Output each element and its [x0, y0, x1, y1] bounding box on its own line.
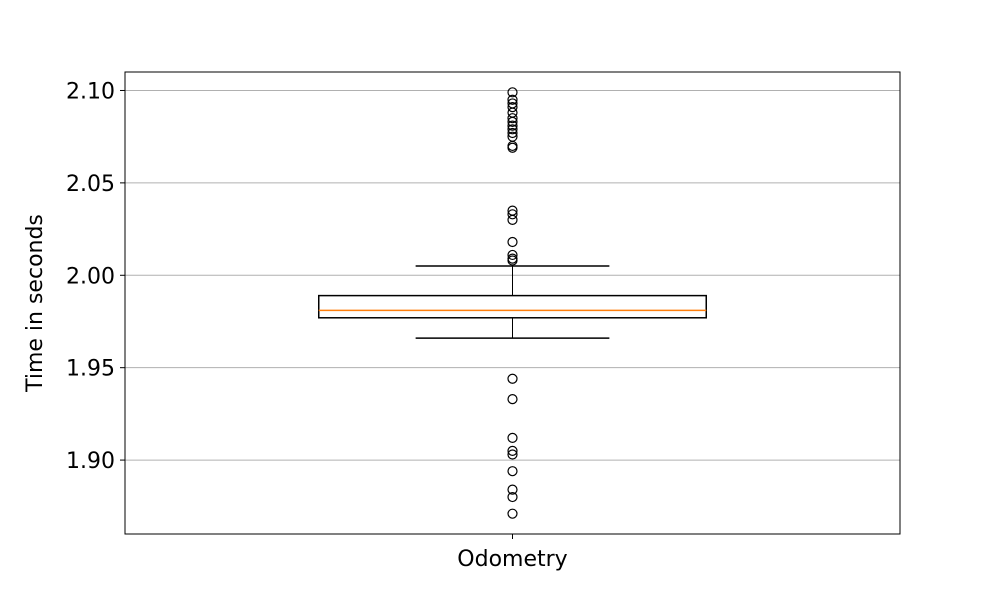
x-tick-label: Odometry — [457, 547, 567, 572]
outlier-point — [507, 432, 518, 444]
y-axis-label: Time in seconds — [23, 214, 48, 393]
box-group — [318, 87, 707, 519]
outlier-point — [507, 102, 518, 113]
outlier-point — [507, 127, 518, 139]
outlier-point — [507, 142, 518, 153]
box-layer — [318, 87, 707, 519]
outlier-point — [507, 445, 518, 456]
outlier-point — [507, 113, 518, 124]
outlier-point — [507, 484, 518, 495]
outlier-point — [507, 393, 518, 405]
outlier-point — [507, 214, 518, 225]
outlier-point — [507, 94, 518, 105]
outlier-point — [507, 116, 518, 127]
tick-layer: 1.90 1.95 2.00 2.05 2.10 Odometry — [66, 79, 568, 572]
outlier-point — [507, 249, 518, 261]
outlier-point — [507, 491, 518, 503]
outlier-point — [507, 120, 518, 131]
y-tick-label: 1.95 — [66, 357, 115, 382]
outlier-point — [507, 449, 518, 460]
outlier-point — [507, 87, 518, 98]
outlier-point — [507, 124, 518, 135]
outlier-point — [507, 373, 518, 384]
outlier-point — [507, 255, 518, 266]
box-iqr — [318, 294, 707, 319]
y-tick-label: 2.10 — [66, 79, 115, 104]
y-tick-label: 1.90 — [66, 449, 115, 474]
outlier-point — [507, 466, 518, 477]
y-tick-label: 2.05 — [66, 172, 115, 197]
outlier-point — [507, 209, 518, 220]
outlier-point — [507, 508, 518, 519]
outlier-point — [507, 236, 518, 248]
y-tick-label: 2.00 — [66, 264, 115, 289]
